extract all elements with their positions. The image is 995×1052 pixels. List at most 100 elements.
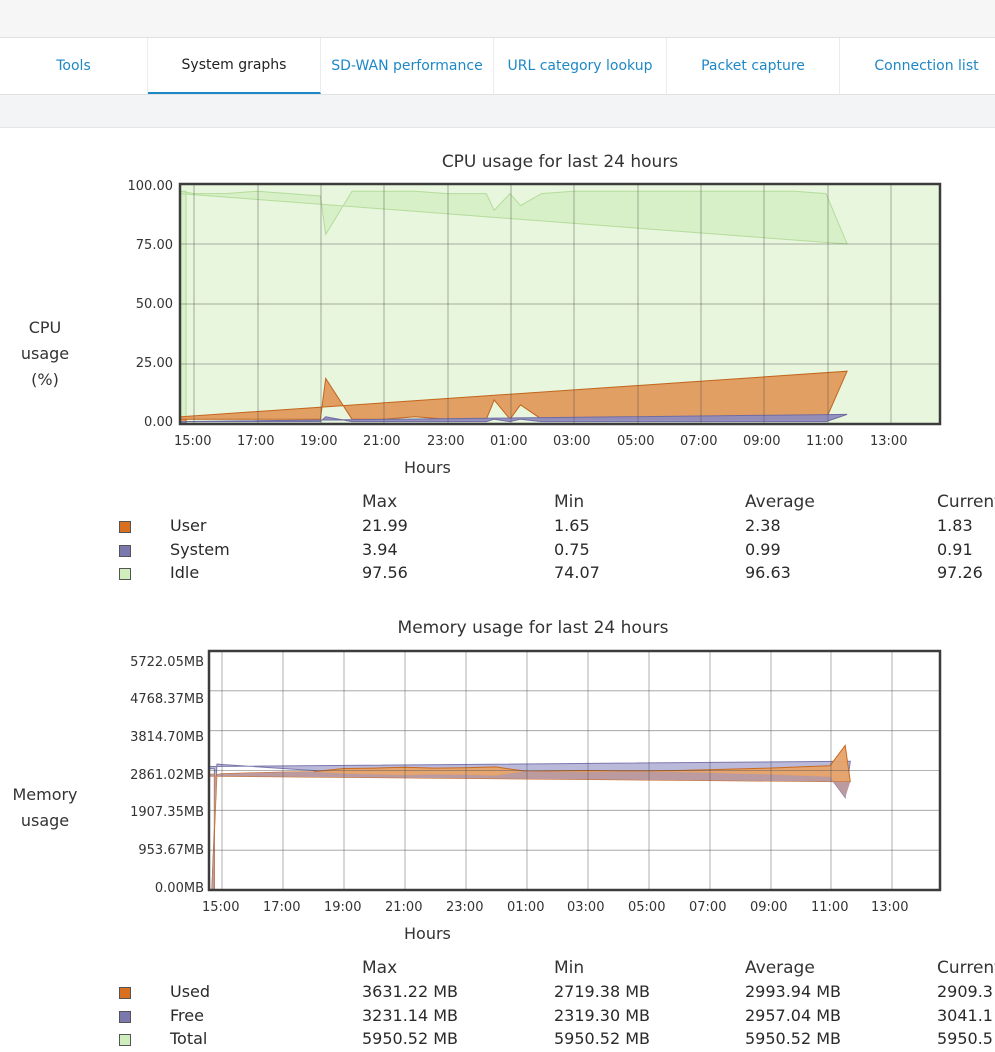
cpu-y-axis-label-line: (%) <box>31 370 59 389</box>
memory-legend-header-max: Max <box>362 958 398 978</box>
memory-legend-header-min: Min <box>554 958 585 978</box>
legend-series-name: System <box>170 540 230 559</box>
memory-x-tick: 05:00 <box>628 900 666 915</box>
cpu-legend-row-user: User 21.99 1.65 2.38 1.83 <box>0 516 995 539</box>
legend-max-value: 3631.22 MB <box>362 982 459 1001</box>
legend-average-value: 2993.94 MB <box>745 982 842 1001</box>
cpu-legend-header-min: Min <box>554 492 585 512</box>
cpu-x-tick: 11:00 <box>806 434 844 449</box>
top-bar <box>0 0 995 38</box>
cpu-x-tick: 19:00 <box>300 434 338 449</box>
tab-sd-wan-performance[interactable]: SD-WAN performance <box>321 38 494 94</box>
legend-average-value: 5950.52 MB <box>745 1029 842 1048</box>
memory-y-axis-label: Memory usage <box>5 782 85 834</box>
tab-packet-capture[interactable]: Packet capture <box>667 38 840 94</box>
system-color-swatch <box>119 545 131 557</box>
memory-x-tick: 09:00 <box>750 900 788 915</box>
cpu-x-tick: 13:00 <box>870 434 908 449</box>
cpu-y-axis-label: CPU usage (%) <box>10 315 80 393</box>
sub-toolbar <box>0 95 995 128</box>
legend-max-value: 3231.14 MB <box>362 1006 459 1025</box>
memory-graph-title: Memory usage for last 24 hours <box>397 618 669 638</box>
cpu-usage-chart <box>178 182 942 426</box>
cpu-legend-header-current: Current <box>937 492 995 512</box>
memory-legend-row-used: Used 3631.22 MB 2719.38 MB 2993.94 MB 29… <box>0 982 995 1005</box>
legend-current-value: 3041.1 <box>937 1006 993 1025</box>
memory-legend-header-average: Average <box>745 958 815 978</box>
legend-average-value: 2.38 <box>745 516 781 535</box>
legend-current-value: 97.26 <box>937 563 983 582</box>
legend-current-value: 5950.5 <box>937 1029 993 1048</box>
legend-average-value: 2957.04 MB <box>745 1006 842 1025</box>
cpu-legend-header-average: Average <box>745 492 815 512</box>
legend-series-name: Used <box>170 982 211 1001</box>
memory-y-tick: 2861.02MB <box>130 768 204 783</box>
legend-min-value: 5950.52 MB <box>554 1029 651 1048</box>
memory-x-tick: 03:00 <box>567 900 605 915</box>
cpu-graph-title: CPU usage for last 24 hours <box>441 152 679 172</box>
cpu-x-tick: 05:00 <box>617 434 655 449</box>
tab-tools[interactable]: Tools <box>0 38 148 94</box>
cpu-x-tick: 07:00 <box>680 434 718 449</box>
memory-y-tick: 1907.35MB <box>130 805 204 820</box>
cpu-y-tick: 75.00 <box>135 238 173 253</box>
used-color-swatch <box>119 987 131 999</box>
tab-bar: Tools System graphs SD-WAN performance U… <box>0 38 995 95</box>
plot-border <box>207 649 942 892</box>
memory-y-axis-label-line: Memory <box>12 785 78 804</box>
memory-x-tick: 15:00 <box>202 900 240 915</box>
cpu-y-tick: 0.00 <box>144 415 173 430</box>
total-color-swatch <box>119 1034 131 1046</box>
cpu-y-tick: 100.00 <box>127 179 174 194</box>
tab-connection-list[interactable]: Connection list <box>874 58 979 74</box>
user-color-swatch <box>119 521 131 533</box>
cpu-y-axis-label-line: usage <box>20 344 70 363</box>
plot-border <box>178 182 942 426</box>
memory-y-tick: 5722.05MB <box>130 655 204 670</box>
cpu-x-tick: 21:00 <box>363 434 401 449</box>
cpu-y-tick: 50.00 <box>135 297 173 312</box>
legend-min-value: 74.07 <box>554 563 600 582</box>
legend-series-name: Free <box>170 1006 204 1025</box>
cpu-x-tick: 17:00 <box>237 434 275 449</box>
legend-max-value: 21.99 <box>362 516 408 535</box>
memory-x-tick: 17:00 <box>263 900 301 915</box>
legend-series-name: User <box>170 516 207 535</box>
memory-x-axis-label: Hours <box>404 924 451 943</box>
legend-current-value: 2909.3 <box>937 982 993 1001</box>
memory-legend-header-current: Current <box>937 958 995 978</box>
cpu-x-tick: 03:00 <box>553 434 591 449</box>
cpu-legend-row-system: System 3.94 0.75 0.99 0.91 <box>0 540 995 563</box>
memory-x-tick: 23:00 <box>446 900 484 915</box>
legend-average-value: 0.99 <box>745 540 781 559</box>
memory-legend-row-free: Free 3231.14 MB 2319.30 MB 2957.04 MB 30… <box>0 1006 995 1029</box>
legend-current-value: 1.83 <box>937 516 973 535</box>
tab-url-category-lookup[interactable]: URL category lookup <box>494 38 667 94</box>
memory-y-tick: 3814.70MB <box>130 730 204 745</box>
tab-system-graphs[interactable]: System graphs <box>148 38 321 94</box>
memory-x-tick: 01:00 <box>507 900 545 915</box>
legend-current-value: 0.91 <box>937 540 973 559</box>
legend-series-name: Idle <box>170 563 200 582</box>
memory-x-tick: 21:00 <box>385 900 423 915</box>
cpu-y-axis-label-line: CPU <box>28 318 62 337</box>
memory-x-tick: 07:00 <box>689 900 727 915</box>
memory-y-tick: 0.00MB <box>154 881 204 896</box>
cpu-x-tick: 09:00 <box>743 434 781 449</box>
cpu-legend-row-idle: Idle 97.56 74.07 96.63 97.26 <box>0 563 995 586</box>
memory-y-tick: 953.67MB <box>138 843 204 858</box>
idle-color-swatch <box>119 568 131 580</box>
legend-max-value: 5950.52 MB <box>362 1029 459 1048</box>
legend-max-value: 3.94 <box>362 540 398 559</box>
memory-x-tick: 11:00 <box>811 900 849 915</box>
memory-y-tick: 4768.37MB <box>130 692 204 707</box>
legend-max-value: 97.56 <box>362 563 408 582</box>
legend-average-value: 96.63 <box>745 563 791 582</box>
cpu-x-axis-label: Hours <box>404 458 451 477</box>
cpu-x-tick: 23:00 <box>427 434 465 449</box>
cpu-x-tick: 15:00 <box>174 434 212 449</box>
cpu-y-tick: 25.00 <box>135 356 173 371</box>
legend-min-value: 2319.30 MB <box>554 1006 651 1025</box>
memory-x-tick: 13:00 <box>871 900 909 915</box>
legend-min-value: 1.65 <box>554 516 590 535</box>
